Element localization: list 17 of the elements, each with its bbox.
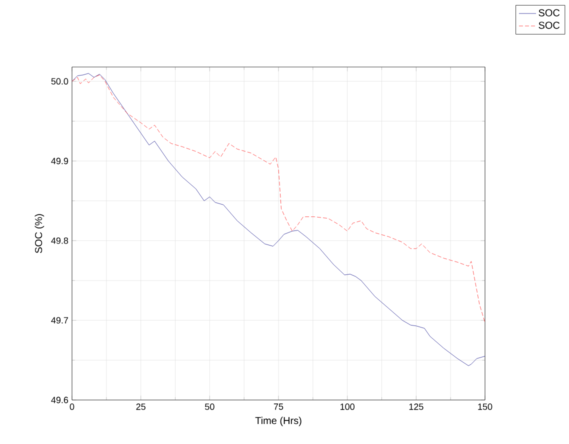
y-tick-label: 50.0 [51,78,68,85]
y-axis-title: SOC (%) [34,214,44,254]
x-tick-label: 50 [205,404,214,410]
y-tick-label: 49.7 [51,317,68,324]
x-tick-label: 0 [70,404,74,410]
legend-label: SOC [538,22,560,29]
x-tick-label: 150 [478,404,492,410]
x-tick-label: 100 [340,404,354,410]
y-tick-label: 49.6 [51,396,68,404]
legend-label: SOC [538,9,560,16]
y-tick-label: 49.9 [51,158,68,164]
x-tick-label: 125 [409,404,424,410]
x-axis-title: Time (Hrs) [255,416,302,426]
line-series [72,74,486,323]
y-tick-label: 49.8 [51,237,68,244]
x-tick-label: 25 [136,404,146,410]
x-tick-label: 75 [274,404,284,410]
